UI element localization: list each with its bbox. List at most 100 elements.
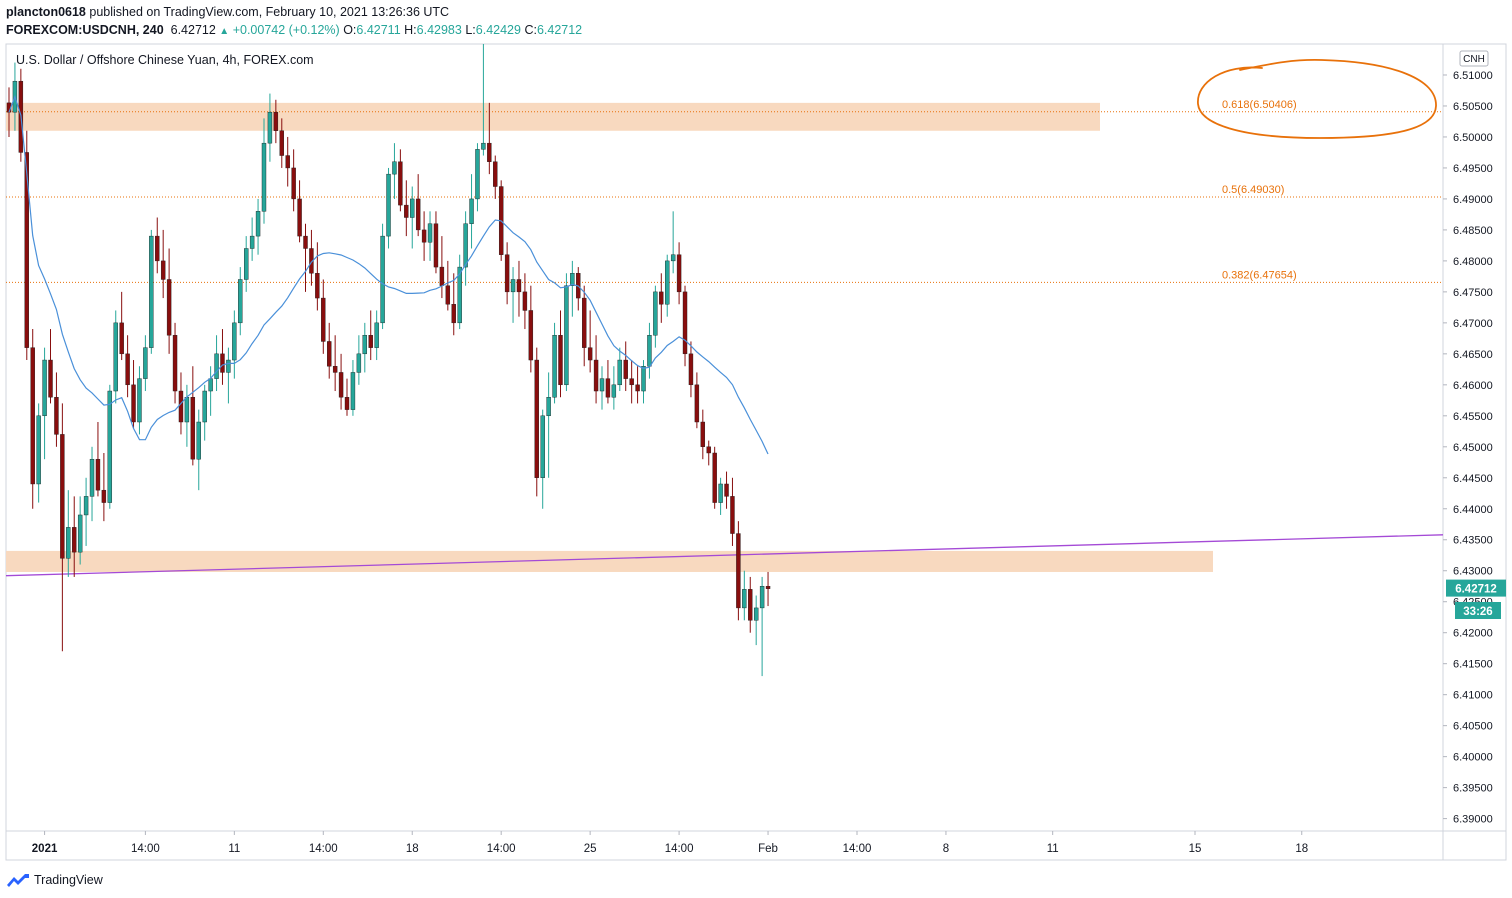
- candle-body: [398, 161, 403, 206]
- x-tick-label: 11: [1047, 843, 1059, 855]
- candle-body: [694, 384, 700, 423]
- candle-body: [149, 235, 154, 348]
- candle-body: [475, 149, 480, 200]
- candle-body: [665, 260, 670, 305]
- candle: [327, 322, 332, 379]
- y-tick-label: 6.43000: [1453, 566, 1493, 578]
- candle-body: [522, 291, 528, 311]
- candle: [368, 310, 373, 361]
- candle: [113, 310, 118, 404]
- candle: [427, 211, 433, 261]
- candle-body: [95, 458, 101, 491]
- y-tick-label: 6.48500: [1453, 225, 1493, 237]
- candle-body: [724, 483, 729, 497]
- high-value: 6.42983: [416, 23, 462, 37]
- candle-body: [587, 347, 593, 361]
- current-price-tag: [1446, 579, 1506, 597]
- candle-body: [113, 322, 118, 392]
- candle-body: [77, 514, 83, 553]
- candle: [155, 217, 160, 274]
- candle: [398, 149, 403, 212]
- candle: [457, 254, 462, 330]
- y-tick-label: 6.51000: [1453, 70, 1493, 82]
- candle-body: [362, 335, 367, 355]
- candle: [552, 322, 557, 404]
- candle: [576, 267, 581, 311]
- time-axis[interactable]: 2021 14:00 11 14:00 18 14:00 25 14:00 Feb 14:00 8 1…: [32, 831, 1308, 855]
- candle-body: [564, 285, 569, 386]
- candle: [582, 285, 587, 367]
- candle: [332, 335, 338, 392]
- candle-body: [54, 397, 59, 435]
- candle: [665, 254, 670, 317]
- candlestick-series: [6, 44, 771, 677]
- candle: [718, 477, 723, 515]
- candle: [220, 329, 225, 385]
- candle-body: [155, 235, 160, 262]
- y-tick-label: 6.40000: [1453, 752, 1493, 764]
- candle: [451, 273, 456, 336]
- candle: [765, 571, 771, 607]
- candle-body: [202, 390, 207, 423]
- candle-body: [226, 359, 231, 373]
- candle-body: [534, 359, 539, 478]
- candle: [125, 335, 130, 398]
- candle-body: [469, 198, 474, 224]
- candle: [421, 211, 427, 261]
- candle-body: [676, 254, 682, 293]
- candle: [682, 285, 688, 367]
- candle-body: [368, 335, 373, 348]
- x-tick-label: 15: [1189, 843, 1202, 855]
- tradingview-brand[interactable]: TradingView: [34, 873, 103, 887]
- candle-body: [706, 446, 711, 454]
- candle-body: [404, 204, 409, 218]
- y-tick-label: 6.50500: [1453, 101, 1493, 113]
- fib-label-0: 0.618(6.50406): [1222, 99, 1297, 111]
- candle-body: [24, 152, 29, 348]
- countdown-label: 33:26: [1463, 606, 1492, 618]
- x-tick-label: 18: [1295, 843, 1308, 855]
- price-zone-0: [6, 102, 1100, 131]
- publisher-name[interactable]: plancton0618: [6, 5, 86, 19]
- candle: [487, 102, 492, 175]
- symbol-name[interactable]: FOREXCOM:USDCNH, 240: [6, 23, 164, 37]
- candle-body: [220, 353, 225, 373]
- candle: [66, 490, 71, 577]
- candle-body: [765, 586, 771, 589]
- candle-body: [759, 586, 765, 609]
- candle: [226, 347, 231, 404]
- candle-body: [445, 285, 451, 305]
- y-tick-label: 6.50000: [1453, 132, 1493, 144]
- candle: [83, 477, 89, 546]
- candle-body: [172, 335, 178, 392]
- candle-body: [178, 390, 184, 423]
- candle: [587, 310, 593, 373]
- y-tick-label: 6.45500: [1453, 411, 1493, 423]
- x-tick-label: 14:00: [131, 843, 160, 855]
- candle-body: [380, 235, 385, 324]
- price-axis[interactable]: 6.51000 6.50500 6.50000 6.49500 6.49000 6.485…: [1443, 70, 1493, 826]
- candle-body: [605, 378, 611, 398]
- y-tick-label: 6.49000: [1453, 194, 1493, 206]
- price-change: +0.00742 (+0.12%): [232, 23, 340, 37]
- candle: [475, 143, 480, 212]
- candle-body: [670, 254, 676, 262]
- candle: [172, 322, 178, 404]
- candle: [137, 366, 142, 435]
- candle: [676, 242, 682, 305]
- candle: [724, 471, 729, 509]
- candle: [243, 236, 249, 292]
- candle: [641, 360, 646, 404]
- y-tick-label: 6.48000: [1453, 256, 1493, 268]
- candle-body: [516, 279, 522, 293]
- candle: [410, 186, 415, 249]
- candle-body: [48, 359, 53, 398]
- candle-body: [131, 384, 136, 423]
- candle-body: [641, 366, 646, 392]
- candle-body: [481, 142, 486, 150]
- candle-body: [463, 223, 468, 268]
- close-label: C:: [524, 23, 537, 37]
- candle-body: [261, 142, 267, 212]
- price-zone-1: [6, 550, 1213, 572]
